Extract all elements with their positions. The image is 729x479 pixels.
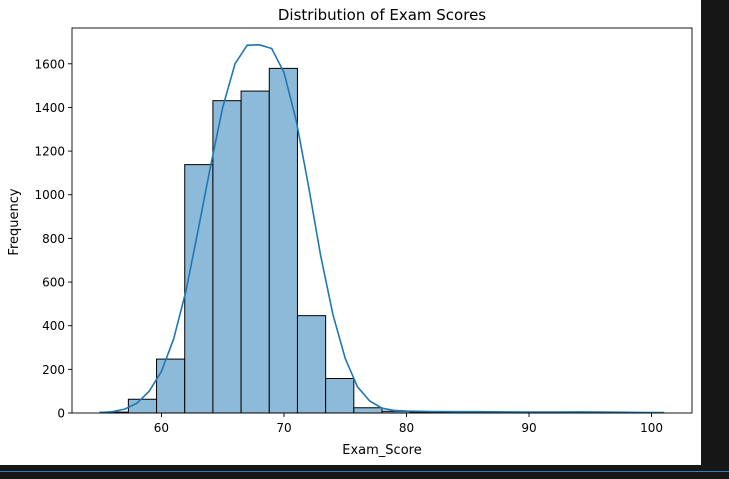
y-tick-label: 600 bbox=[42, 276, 65, 290]
y-tick-label: 0 bbox=[57, 407, 65, 421]
window-frame-bottom bbox=[0, 465, 729, 479]
y-axis-label: Frequency bbox=[7, 188, 22, 255]
x-tick-label: 70 bbox=[276, 421, 291, 435]
histogram-bar bbox=[268, 67, 298, 414]
x-tick-label: 80 bbox=[399, 421, 414, 435]
histogram-bar bbox=[240, 90, 270, 414]
kde-curve bbox=[100, 43, 664, 414]
y-tick-label: 800 bbox=[42, 232, 65, 246]
y-tick-label: 200 bbox=[42, 363, 65, 377]
y-tick-label: 1400 bbox=[34, 101, 65, 115]
histogram-bar bbox=[296, 315, 327, 414]
histogram-bar bbox=[353, 407, 383, 414]
y-tick-label: 400 bbox=[42, 319, 65, 333]
axes-frame bbox=[71, 27, 693, 414]
window-frame-accent bbox=[0, 471, 729, 472]
x-tick-label: 90 bbox=[521, 421, 536, 435]
window-frame-right bbox=[701, 0, 729, 479]
histogram-bar bbox=[325, 378, 355, 414]
y-tick-label: 1000 bbox=[34, 188, 65, 202]
y-tick-label: 1200 bbox=[34, 145, 65, 159]
y-tick-label: 1600 bbox=[34, 57, 65, 71]
histogram-bar bbox=[212, 100, 242, 414]
x-tick-label: 60 bbox=[154, 421, 169, 435]
chart-title: Distribution of Exam Scores bbox=[278, 6, 486, 24]
x-tick-label: 100 bbox=[640, 421, 663, 435]
x-axis-label: Exam_Score bbox=[342, 443, 421, 458]
histogram-bar bbox=[184, 164, 214, 414]
histogram-bar bbox=[156, 358, 186, 414]
